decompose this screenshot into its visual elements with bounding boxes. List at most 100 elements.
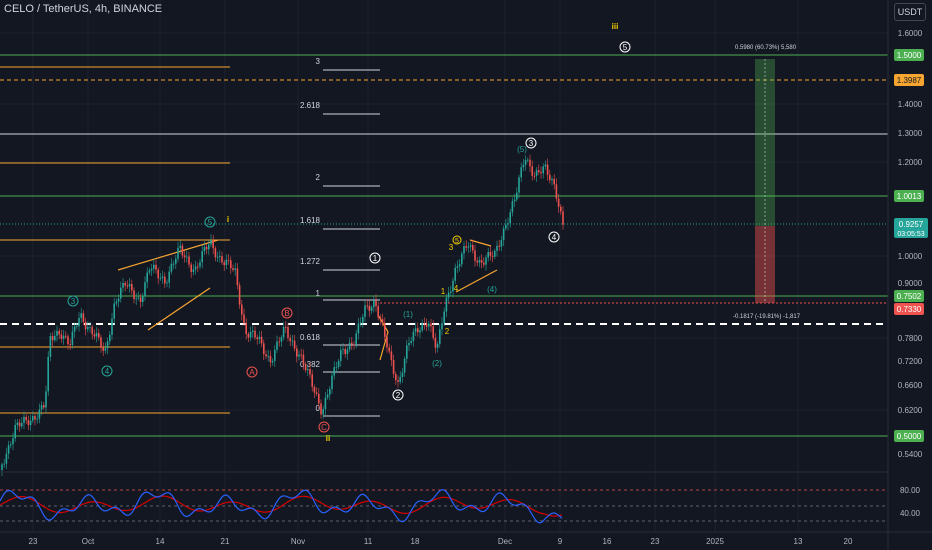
candle-body	[274, 349, 276, 361]
candle-body	[450, 291, 452, 293]
candle-body	[27, 420, 30, 426]
candle-body	[131, 283, 133, 291]
long-position-tool[interactable]	[755, 59, 775, 303]
candle-body	[320, 403, 322, 415]
candle-body	[406, 345, 408, 359]
candle-body	[390, 351, 393, 361]
candle-body	[1, 464, 3, 470]
candle-body	[208, 244, 210, 250]
candle-body	[23, 416, 25, 423]
candle-body	[423, 323, 426, 325]
rsi-tick: 40.00	[900, 509, 921, 518]
candle-body	[555, 184, 558, 199]
candle-body	[67, 336, 69, 345]
candle-body	[150, 268, 153, 271]
candle-body	[313, 386, 316, 393]
candle-body	[344, 349, 346, 354]
candle-body	[10, 444, 12, 446]
candle-body	[439, 329, 441, 344]
candle-body	[71, 331, 74, 346]
candle-body	[175, 258, 177, 264]
wave-label: (2)	[432, 359, 442, 368]
price-tick: 1.4000	[898, 100, 923, 109]
candle-body	[522, 164, 525, 168]
candle-body	[249, 331, 252, 338]
candle-body	[186, 256, 188, 258]
candle-body	[155, 264, 157, 270]
time-tick: 2025	[706, 537, 724, 546]
candle-body	[333, 367, 335, 376]
candle-body	[289, 337, 291, 341]
price-tag: 0.7502	[897, 292, 922, 301]
candle-body	[14, 424, 16, 439]
candle-body	[65, 335, 67, 337]
candle-body	[16, 422, 19, 425]
candle-body	[51, 336, 54, 341]
candle-body	[142, 296, 144, 302]
time-tick: 23	[29, 537, 38, 546]
candle-body	[311, 374, 313, 387]
position-annotations: 0.5980 (60.73%) 5,580 -0.1817 (-19.81%) …	[733, 45, 801, 320]
price-tag: 0.7330	[897, 305, 922, 314]
candle-body	[476, 260, 478, 263]
candle-body	[117, 298, 120, 302]
candle-body	[203, 246, 206, 252]
candle-body	[263, 343, 265, 355]
candle-body	[128, 283, 131, 287]
candle-body	[511, 201, 514, 213]
candle-body	[315, 392, 318, 394]
wave-label: 4	[454, 284, 459, 293]
candle-body	[179, 245, 181, 248]
candle-body	[478, 260, 481, 263]
candle-body	[153, 264, 155, 269]
candle-body	[524, 160, 527, 165]
candle-body	[395, 374, 397, 381]
candle-body	[463, 246, 465, 254]
profit-annotation: 0.5980 (60.73%) 5,580	[735, 45, 797, 51]
candle-body	[355, 333, 357, 345]
candle-body	[76, 326, 78, 327]
candle-body	[216, 256, 219, 258]
candle-body	[335, 366, 338, 368]
currency-button[interactable]: USDT	[894, 3, 926, 21]
candle-body	[447, 292, 450, 298]
candle-body	[190, 264, 192, 272]
wave-label: 4	[552, 233, 557, 242]
candle-body	[113, 303, 115, 319]
candle-body	[40, 405, 43, 410]
price-tick: 0.9000	[898, 279, 923, 288]
candle-body	[199, 262, 201, 267]
trend-lines	[117, 239, 498, 361]
candle-body	[106, 341, 109, 349]
symbol-title[interactable]: CELO / TetherUS, 4h, BINANCE	[4, 3, 163, 15]
candle-body	[560, 206, 562, 212]
price-tag: 1.5000	[897, 51, 922, 60]
candle-body	[7, 445, 10, 454]
price-axis[interactable]	[887, 0, 932, 550]
candle-body	[307, 369, 309, 371]
profit-zone	[755, 59, 775, 226]
candle-body	[148, 270, 151, 273]
fib-label: 2	[316, 173, 321, 182]
price-tags: 1.5000 1.3987 1.0013 0.9257 03:05:53 0.7…	[894, 49, 928, 442]
candle-body	[428, 323, 430, 327]
candle-body	[293, 340, 296, 349]
candle-body	[520, 167, 522, 178]
candle-body	[43, 405, 45, 408]
candle-body	[500, 240, 503, 247]
candle-body	[359, 322, 362, 324]
candle-body	[241, 304, 243, 315]
candle-body	[469, 245, 472, 247]
candle-body	[69, 344, 71, 346]
candle-body	[397, 380, 399, 382]
wave-label: (4)	[487, 285, 497, 294]
candle-body	[399, 376, 401, 382]
candle-body	[287, 327, 289, 338]
fib-lines	[323, 69, 380, 417]
candle-body	[157, 269, 159, 279]
candle-body	[505, 224, 507, 229]
candle-body	[379, 317, 382, 320]
candle-body	[225, 259, 228, 266]
candle-body	[170, 263, 173, 272]
